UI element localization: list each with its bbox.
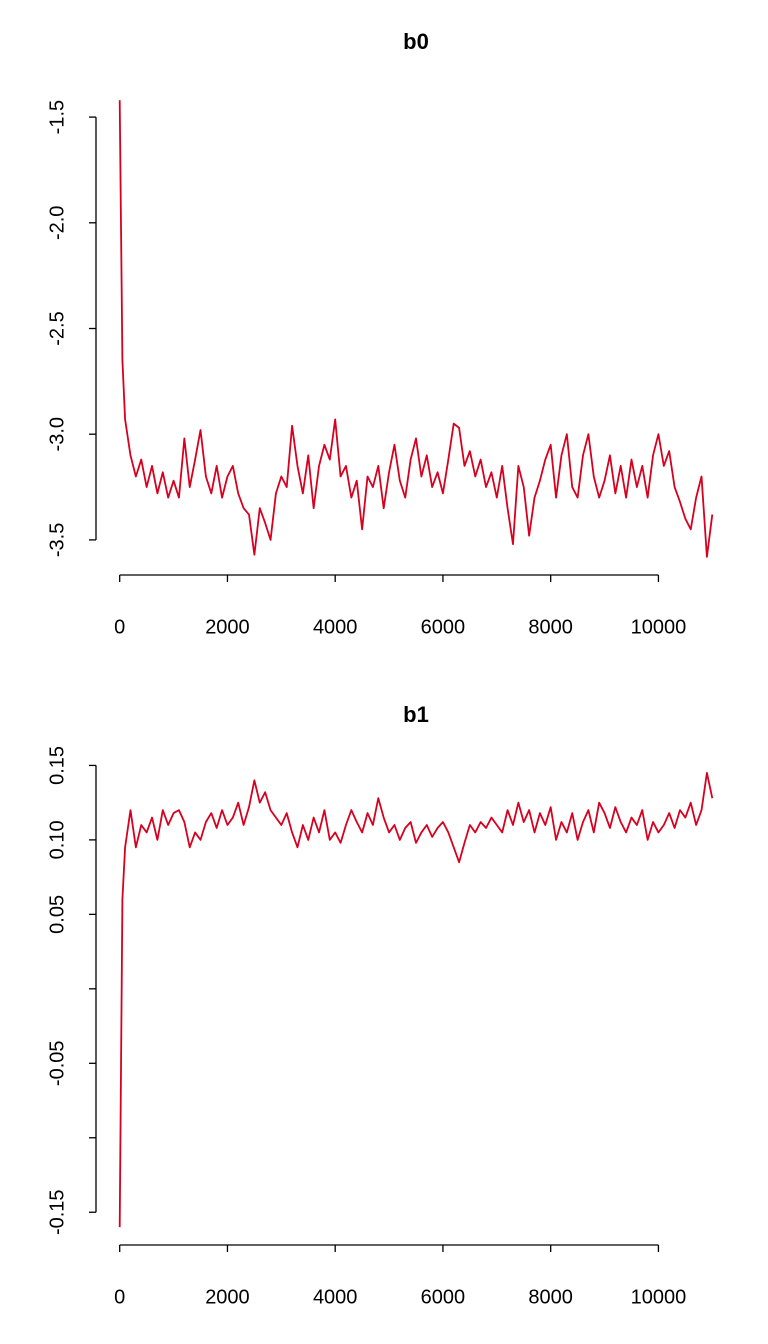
y-tick-label: -1.5 <box>46 100 68 134</box>
y-tick-label: -0.15 <box>46 1189 68 1235</box>
y-tick-label: -0.05 <box>46 1041 68 1087</box>
chart-title: b1 <box>403 702 429 727</box>
trace-line <box>118 100 714 558</box>
x-tick-label: 10000 <box>631 616 687 638</box>
x-tick-label: 0 <box>114 616 125 638</box>
trace-line <box>118 771 714 1228</box>
x-tick-label: 2000 <box>205 1286 250 1308</box>
y-tick-label: 0.15 <box>46 746 68 785</box>
y-tick-label: 0.10 <box>46 820 68 859</box>
y-tick-label: -3.0 <box>46 417 68 451</box>
x-tick-label: 8000 <box>528 616 573 638</box>
x-tick-label: 4000 <box>313 1286 358 1308</box>
x-tick-label: 8000 <box>528 1286 573 1308</box>
chart-title: b0 <box>403 29 429 54</box>
x-tick-label: 6000 <box>421 616 466 638</box>
x-tick-label: 0 <box>114 1286 125 1308</box>
y-tick-label: -3.5 <box>46 523 68 557</box>
y-tick-label: -2.0 <box>46 206 68 240</box>
x-tick-label: 6000 <box>421 1286 466 1308</box>
y-tick-label: 0.05 <box>46 895 68 934</box>
x-tick-label: 10000 <box>631 1286 687 1308</box>
x-tick-label: 2000 <box>205 616 250 638</box>
y-tick-label: -2.5 <box>46 311 68 345</box>
x-tick-label: 4000 <box>313 616 358 638</box>
